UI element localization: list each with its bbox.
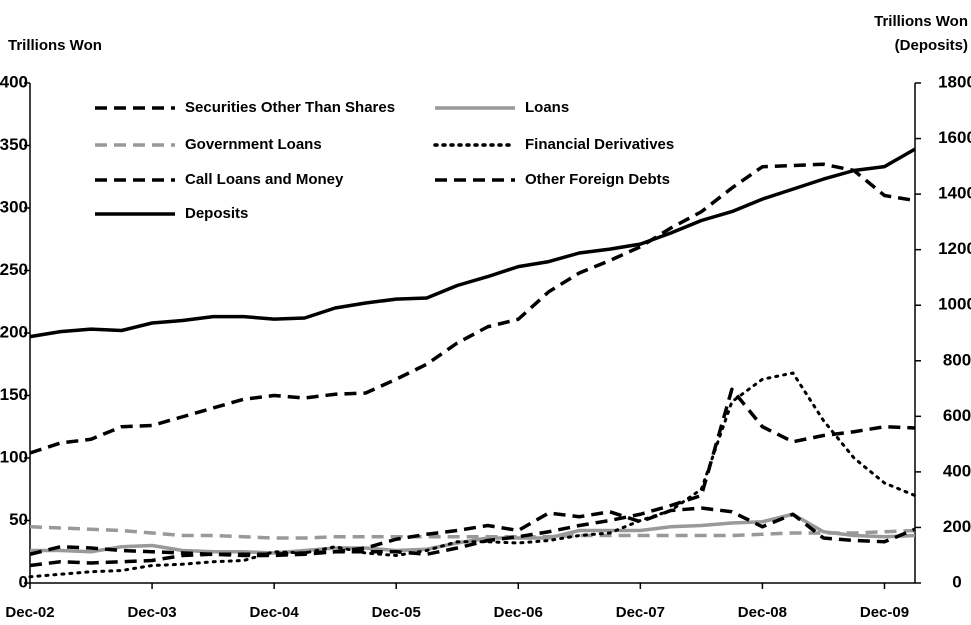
y-tick-label: 200: [0, 322, 28, 341]
legend-label: Loans: [525, 99, 569, 116]
y2-tick-label: 1400: [938, 184, 971, 203]
series-line: [29, 506, 916, 568]
legend-label: Government Loans: [185, 136, 322, 153]
y-tick-label: 0: [19, 572, 28, 591]
y2-tick-label: 1600: [938, 128, 971, 147]
x-tick-label: Dec-05: [372, 604, 421, 621]
series-line: [29, 387, 916, 558]
x-tick-label: Dec-02: [5, 604, 54, 621]
y2-tick-label: 200: [943, 517, 971, 536]
x-tick-label: Dec-08: [738, 604, 787, 621]
x-tick-label: Dec-03: [127, 604, 176, 621]
y2-tick-label: 1200: [938, 239, 971, 258]
x-tick-label: Dec-09: [860, 604, 909, 621]
series-line: [28, 371, 917, 579]
y-tick-label: 50: [9, 510, 28, 529]
y-tick-label: 400: [0, 72, 28, 91]
y2-tick-label: 400: [943, 461, 971, 480]
legend-label: Call Loans and Money: [185, 171, 344, 188]
series-line: [29, 525, 916, 540]
y2-tick-label: 1000: [938, 295, 971, 314]
y2-tick-label: 1800: [938, 72, 971, 91]
series-line: [29, 162, 916, 455]
legend-label: Financial Derivatives: [525, 136, 674, 153]
series-line: [29, 147, 916, 339]
legend-label: Other Foreign Debts: [525, 171, 670, 188]
x-tick-label: Dec-07: [616, 604, 665, 621]
y-tick-label: 250: [0, 260, 28, 279]
y-tick-label: 100: [0, 447, 28, 466]
y2-axis-label: (Deposits): [895, 37, 968, 54]
y-tick-label: 300: [0, 197, 28, 216]
x-tick-label: Dec-04: [250, 604, 300, 621]
y2-axis-label: Trillions Won: [874, 13, 968, 30]
y2-tick-label: 600: [943, 406, 971, 425]
y-tick-label: 350: [0, 135, 28, 154]
y-tick-label: 150: [0, 385, 28, 404]
x-tick-label: Dec-06: [494, 604, 543, 621]
legend-label: Deposits: [185, 205, 248, 222]
y2-tick-label: 800: [943, 350, 971, 369]
y2-tick-label: 0: [952, 572, 961, 591]
y-axis-label: Trillions Won: [8, 37, 102, 54]
legend-label: Securities Other Than Shares: [185, 99, 395, 116]
